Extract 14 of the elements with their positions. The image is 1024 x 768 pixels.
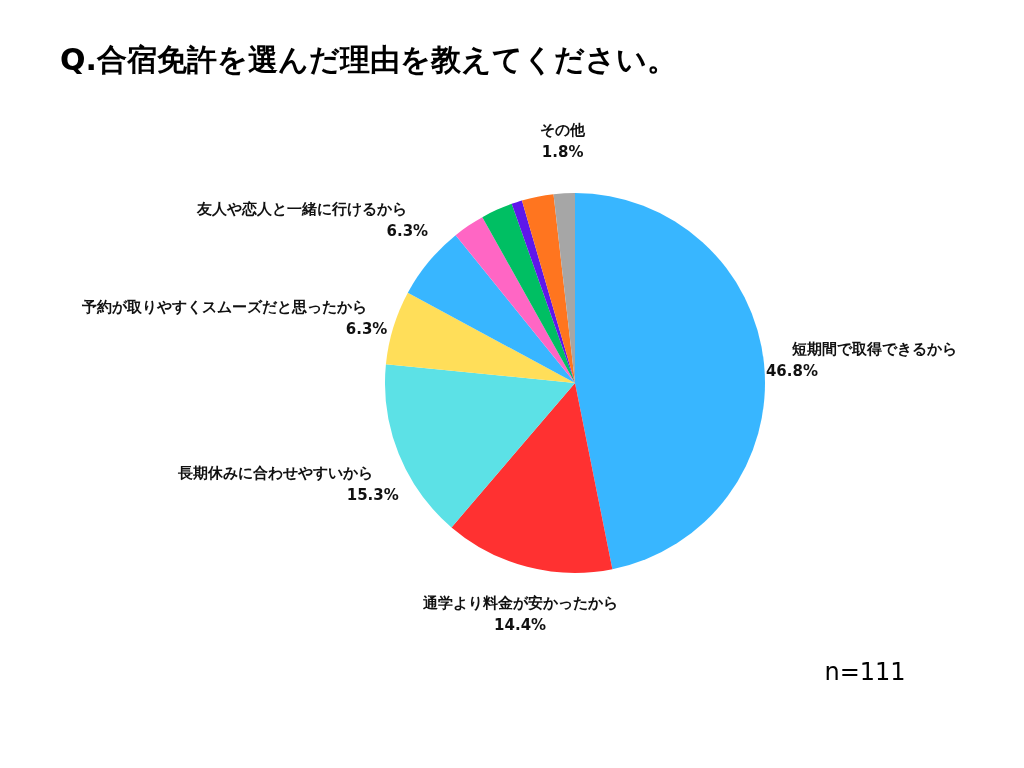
data-label: 15.3% — [346, 486, 399, 505]
slice-label: 通学より料金が安かったから — [421, 593, 618, 612]
data-label: 6.3% — [345, 320, 388, 339]
data-label: 46.8% — [765, 362, 818, 381]
data-label: 6.3% — [386, 221, 429, 240]
chart-title: Q.合宿免許を選んだ理由を教えてください。 — [60, 41, 677, 77]
data-label: 1.8% — [541, 143, 584, 162]
slice-label: その他 — [540, 121, 587, 140]
text: n=111 — [824, 658, 906, 687]
data-label: 14.4% — [494, 615, 547, 634]
slice-label: 予約が取りやすくスムーズだと思ったから — [80, 298, 367, 317]
slice-label: 長期休みに合わせやすいから — [176, 464, 373, 483]
slice-label: 短期間で取得できるから — [790, 340, 957, 359]
slice-label: 友人や恋人と一緒に行けるから — [196, 199, 408, 218]
